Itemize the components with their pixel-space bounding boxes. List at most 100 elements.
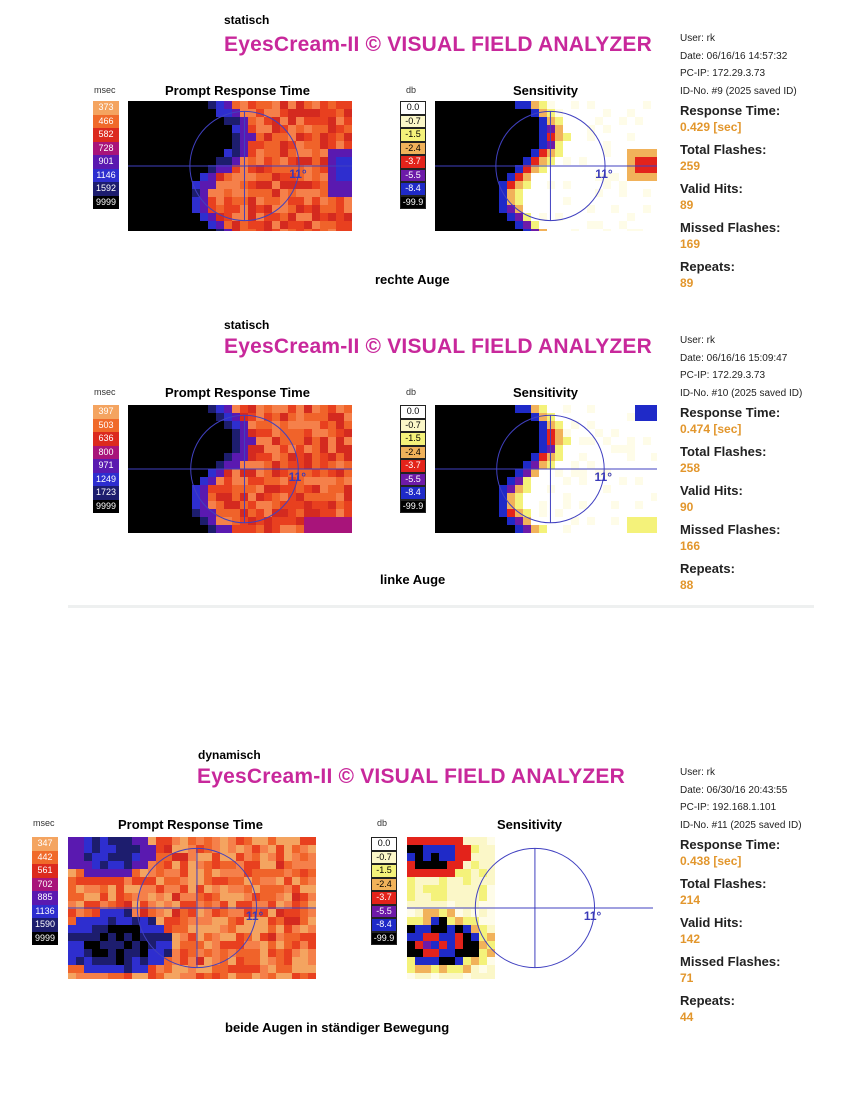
heatmap-cell: [204, 909, 212, 917]
heatmap-cell: [483, 157, 491, 165]
heatmap-cell: [224, 469, 232, 477]
heatmap-cell: [196, 941, 204, 949]
heatmap-cell: [475, 477, 483, 485]
heatmap-cell: [623, 885, 631, 893]
heatmap-cell: [212, 885, 220, 893]
heatmap-cell: [583, 965, 591, 973]
prompt-map-title: Prompt Response Time: [165, 385, 310, 400]
heatmap-cell: [523, 221, 531, 229]
heatmap-cell: [435, 173, 443, 181]
heatmap-cell: [559, 869, 567, 877]
heatmap-cell: [276, 925, 284, 933]
heatmap-cell: [587, 525, 595, 533]
heatmap-cell: [531, 469, 539, 477]
sensitivity-legend: 0.0 -0.7 -1.5 -2.4 -3.7 -5.5 -8.4 -99.9: [400, 101, 426, 209]
heatmap-cell: [619, 221, 627, 229]
heatmap-cell: [248, 493, 256, 501]
heatmap-cell: [248, 197, 256, 205]
heatmap-cell: [244, 909, 252, 917]
heatmap-cell: [567, 837, 575, 845]
heatmap-cell: [288, 485, 296, 493]
heatmap-cell: [284, 845, 292, 853]
heatmap-cell: [328, 117, 336, 125]
heatmap-cell: [483, 517, 491, 525]
heatmap-cell: [68, 885, 76, 893]
heatmap-cell: [312, 189, 320, 197]
heatmap-cell: [300, 861, 308, 869]
heatmap-cell: [579, 405, 587, 413]
heatmap-cell: [336, 485, 344, 493]
heatmap-cell: [200, 213, 208, 221]
heatmap-cell: [172, 917, 180, 925]
heatmap-cell: [603, 477, 611, 485]
heatmap-cell: [188, 925, 196, 933]
heatmap-cell: [435, 229, 443, 231]
heatmap-cell: [447, 885, 455, 893]
heatmap-cell: [224, 461, 232, 469]
heatmap-cell: [184, 149, 192, 157]
heatmap-cell: [328, 101, 336, 109]
heatmap-cell: [515, 493, 523, 501]
heatmap-cell: [567, 845, 575, 853]
heatmap-cell: [300, 917, 308, 925]
heatmap-cell: [304, 141, 312, 149]
heatmap-cell: [459, 181, 467, 189]
heatmap-cell: [491, 157, 499, 165]
heatmap-cell: [296, 109, 304, 117]
heatmap-cell: [296, 525, 304, 533]
heatmap-cell: [232, 197, 240, 205]
heatmap-cell: [272, 229, 280, 231]
heatmap-cell: [68, 949, 76, 957]
heatmap-cell: [84, 837, 92, 845]
heatmap-cell: [284, 909, 292, 917]
heatmap-cell: [547, 445, 555, 453]
heatmap-cell: [256, 157, 264, 165]
heatmap-cell: [336, 189, 344, 197]
heatmap-cell: [168, 421, 176, 429]
heatmap-cell: [160, 525, 168, 533]
heatmap-cell: [535, 901, 543, 909]
heatmap-cell: [116, 877, 124, 885]
heatmap-cell: [116, 949, 124, 957]
heatmap-cell: [236, 853, 244, 861]
heatmap-cell: [176, 517, 184, 525]
heatmap-cell: [487, 957, 495, 965]
heatmap-cell: [631, 909, 639, 917]
heatmap-cell: [328, 125, 336, 133]
heatmap-cell: [204, 925, 212, 933]
heatmap-cell: [200, 109, 208, 117]
heatmap-cell: [563, 517, 571, 525]
heatmap-cell: [108, 957, 116, 965]
heatmap-cell: [515, 469, 523, 477]
heatmap-cell: [559, 901, 567, 909]
heatmap-cell: [651, 517, 657, 525]
heatmap-cell: [312, 509, 320, 517]
heatmap-cell: [611, 221, 619, 229]
heatmap-cell: [184, 205, 192, 213]
heatmap-cell: [499, 197, 507, 205]
heatmap-cell: [200, 445, 208, 453]
heatmap-cell: [152, 157, 160, 165]
heatmap-cell: [272, 101, 280, 109]
heatmap-cell: [116, 933, 124, 941]
heatmap-cell: [451, 493, 459, 501]
heatmap-cell: [248, 165, 256, 173]
heatmap-cell: [296, 469, 304, 477]
heatmap-cell: [527, 861, 535, 869]
heatmap-cell: [136, 205, 144, 213]
heatmap-cell: [284, 861, 292, 869]
heatmap-cell: [144, 165, 152, 173]
heatmap-cell: [491, 205, 499, 213]
heatmap-cell: [264, 157, 272, 165]
heatmap-cell: [643, 501, 651, 509]
heatmap-cell: [439, 901, 447, 909]
heatmap-cell: [172, 941, 180, 949]
heatmap-cell: [196, 949, 204, 957]
heatmap-cell: [232, 509, 240, 517]
heatmap-cell: [607, 853, 615, 861]
heatmap-cell: [208, 517, 216, 525]
heatmap-cell: [611, 149, 619, 157]
heatmap-cell: [463, 893, 471, 901]
heatmap-cell: [128, 413, 136, 421]
heatmap-cell: [100, 909, 108, 917]
